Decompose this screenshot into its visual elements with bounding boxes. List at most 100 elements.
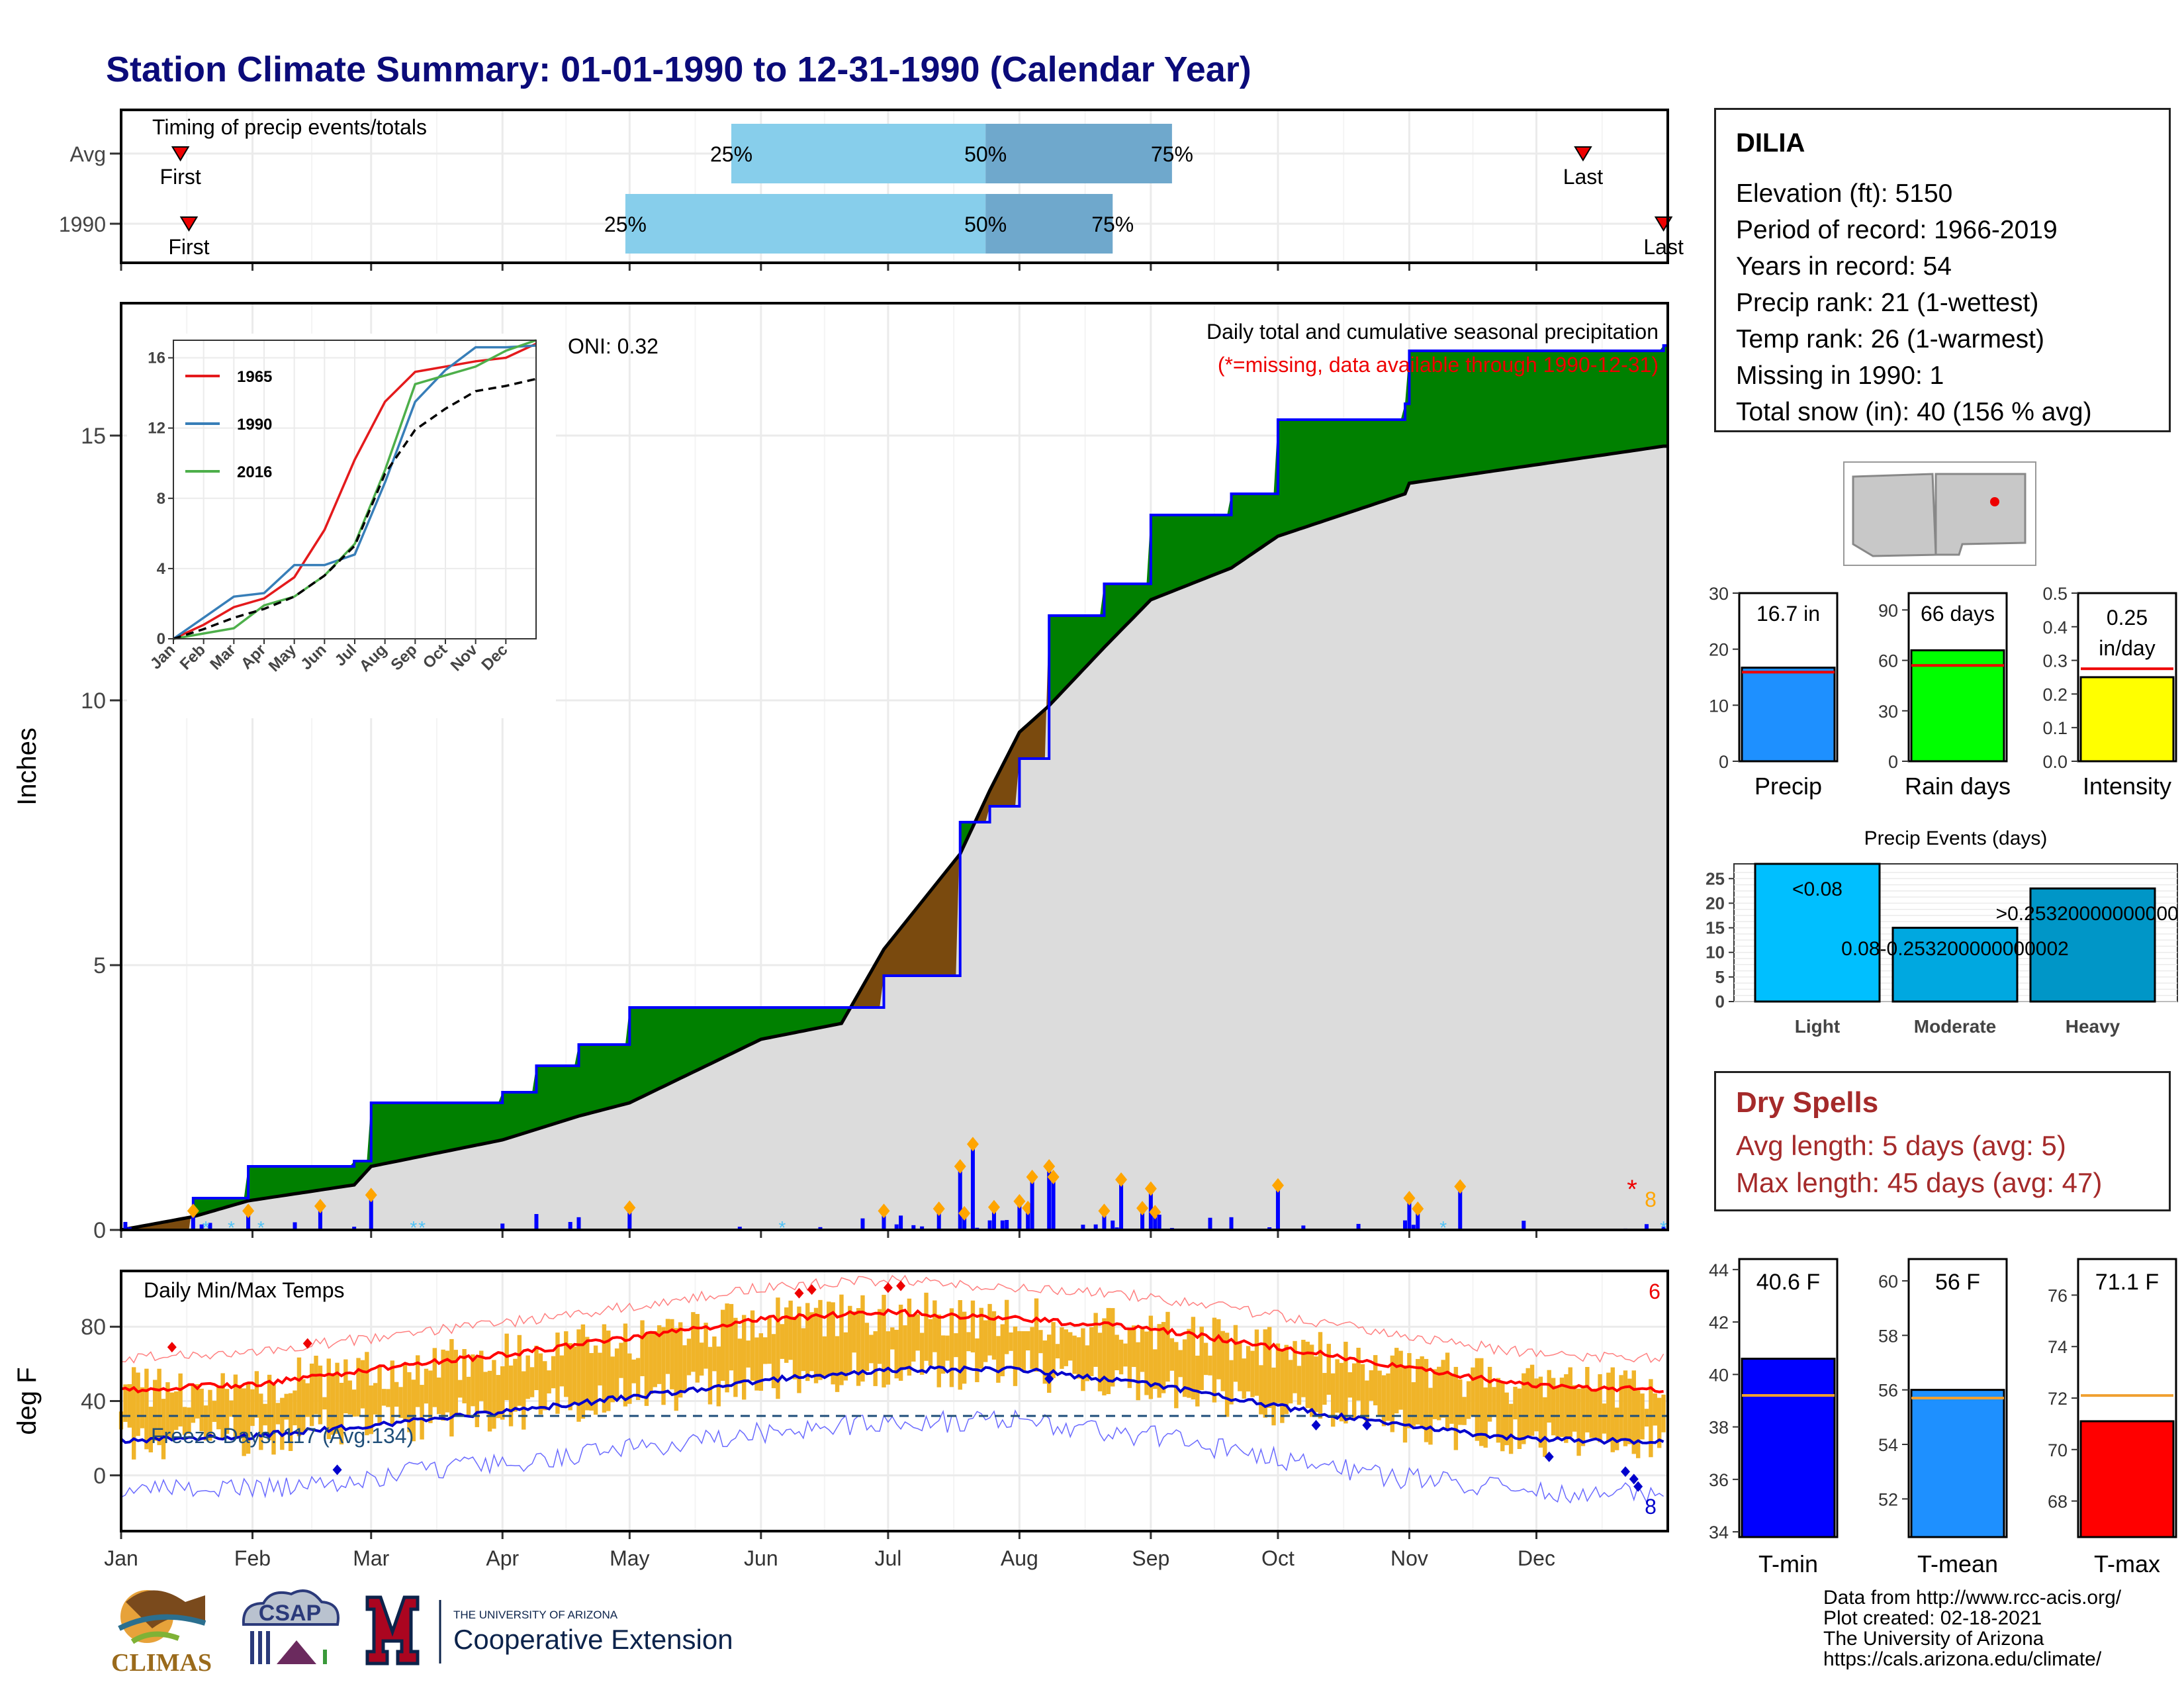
- daily-precip-bar: [911, 1225, 916, 1230]
- daily-temp-range: [161, 1399, 166, 1460]
- event-bar: [1891, 927, 2019, 1003]
- daily-temp-range: [1568, 1367, 1572, 1437]
- precip-subtitle: Daily total and cumulative seasonal prec…: [1206, 320, 1659, 344]
- daily-temp-range: [623, 1323, 628, 1407]
- daily-temp-range: [864, 1323, 870, 1372]
- daily-temp-range: [1538, 1376, 1543, 1448]
- daily-temp-range: [1132, 1325, 1136, 1368]
- daily-temp-range: [627, 1353, 632, 1404]
- daily-temp-range: [1619, 1375, 1623, 1440]
- temp-bar-tick-label: 38: [1709, 1418, 1729, 1438]
- daily-temp-range: [513, 1358, 518, 1412]
- month-label: Sep: [1132, 1546, 1169, 1570]
- daily-temp-range: [839, 1294, 844, 1385]
- daily-temp-range: [1169, 1338, 1175, 1371]
- heavy-day-marker: [958, 1205, 971, 1221]
- temp-panel: Jan Feb Mar Apr May Jun Jul Aug Sep Oct Nov Dec 0 40 8…: [13, 1270, 1669, 1570]
- summary-bar: [1910, 649, 2005, 763]
- daily-temp-range: [398, 1387, 403, 1419]
- average-max-line: [120, 1308, 1664, 1394]
- daily-precip-bar: [1411, 1225, 1416, 1230]
- snow-marker: *: [778, 1217, 786, 1238]
- record-low-marker: [1629, 1474, 1639, 1485]
- daily-temp-range: [335, 1362, 340, 1434]
- daily-temp-range: [954, 1333, 958, 1358]
- daily-temp-range: [174, 1391, 179, 1430]
- daily-precip-bar: [293, 1222, 297, 1230]
- daily-temp-range: [670, 1319, 674, 1389]
- daily-temp-range: [991, 1311, 997, 1360]
- snow-marker: *: [410, 1217, 417, 1238]
- daily-temp-range: [471, 1354, 475, 1407]
- daily-temp-range: [1543, 1397, 1547, 1457]
- daily-temp-range: [1042, 1340, 1047, 1384]
- heavy-day-marker: [1047, 1170, 1060, 1184]
- inset-y-label: 0: [157, 630, 165, 648]
- event-category-label: Moderate: [1914, 1016, 1996, 1037]
- events-tick-label: 0: [1715, 992, 1725, 1011]
- daily-temp-range: [1314, 1356, 1318, 1413]
- daily-precip-bar: [576, 1217, 581, 1230]
- daily-temp-range: [737, 1338, 742, 1384]
- record-high-marker: [883, 1282, 893, 1293]
- summary-bar: [1741, 667, 1836, 763]
- daily-precip-bar: [962, 1213, 967, 1230]
- month-label: Mar: [353, 1546, 389, 1570]
- heavy-day-marker: [1271, 1178, 1284, 1193]
- month-label: May: [610, 1546, 649, 1570]
- daily-temp-range: [1246, 1346, 1251, 1392]
- temp-panel-label: Daily Min/Max Temps: [144, 1278, 344, 1302]
- daily-temp-range: [1038, 1330, 1043, 1354]
- daily-temp-range: [1030, 1327, 1034, 1370]
- daily-temp-range: [576, 1329, 581, 1422]
- oni-label: ONI: 0.32: [568, 334, 659, 358]
- daily-temp-range: [136, 1372, 140, 1436]
- daily-temp-range: [428, 1370, 433, 1423]
- daily-temp-range: [987, 1303, 992, 1356]
- daily-temp-range: [415, 1355, 420, 1407]
- daily-precip-bar: [737, 1227, 742, 1230]
- daily-temp-range: [674, 1328, 678, 1411]
- quartile-bar-upper: [985, 124, 1172, 183]
- daily-temp-range: [1144, 1331, 1149, 1395]
- daily-precip-bar: [1000, 1220, 1005, 1230]
- temp-bar: [1910, 1389, 2005, 1538]
- daily-temp-range: [1635, 1390, 1641, 1458]
- daily-temp-range: [229, 1400, 234, 1417]
- summary-tick-label: 10: [1709, 696, 1729, 716]
- daily-temp-range: [322, 1397, 327, 1410]
- heavy-day-marker: [987, 1199, 1000, 1215]
- summary-tick-label: 60: [1878, 651, 1898, 671]
- daily-temp-range: [250, 1389, 255, 1427]
- daily-temp-range: [852, 1311, 856, 1353]
- daily-temp-range: [1259, 1365, 1263, 1415]
- daily-temp-range: [1555, 1385, 1560, 1440]
- daily-temp-range: [267, 1374, 272, 1440]
- daily-precip-bar: [894, 1224, 899, 1230]
- daily-temp-range: [1432, 1369, 1437, 1419]
- dry-spells-box: Dry Spells Avg length: 5 days (avg: 5) M…: [1714, 1071, 2171, 1211]
- p75-label: 75%: [1091, 212, 1134, 236]
- daily-temp-range: [182, 1407, 187, 1435]
- ua-big-text: Cooperative Extension: [453, 1624, 731, 1655]
- heavy-day-marker: [1403, 1191, 1416, 1205]
- daily-temp-range: [1398, 1350, 1403, 1410]
- record-low-marker: [1311, 1419, 1321, 1430]
- ua-small-text: THE UNIVERSITY OF ARIZONA: [453, 1609, 618, 1621]
- timing-row-label: Avg: [69, 142, 106, 166]
- y-tick-label: 0: [93, 1464, 106, 1489]
- temp-y-axis-title: deg F: [13, 1367, 42, 1434]
- daily-temp-range: [1085, 1345, 1090, 1382]
- daily-temp-range: [754, 1337, 759, 1391]
- heavy-day-marker: [1115, 1172, 1128, 1187]
- temp-bar-tick-label: 70: [2048, 1440, 2068, 1460]
- daily-temp-range: [309, 1363, 314, 1427]
- daily-temp-range: [733, 1317, 738, 1397]
- daily-temp-range: [208, 1389, 212, 1441]
- daily-temp-range: [1424, 1358, 1429, 1442]
- first-marker: [179, 216, 199, 232]
- daily-temp-range: [483, 1372, 488, 1413]
- daily-temp-range: [475, 1358, 480, 1427]
- quartile-bar-upper: [985, 194, 1113, 254]
